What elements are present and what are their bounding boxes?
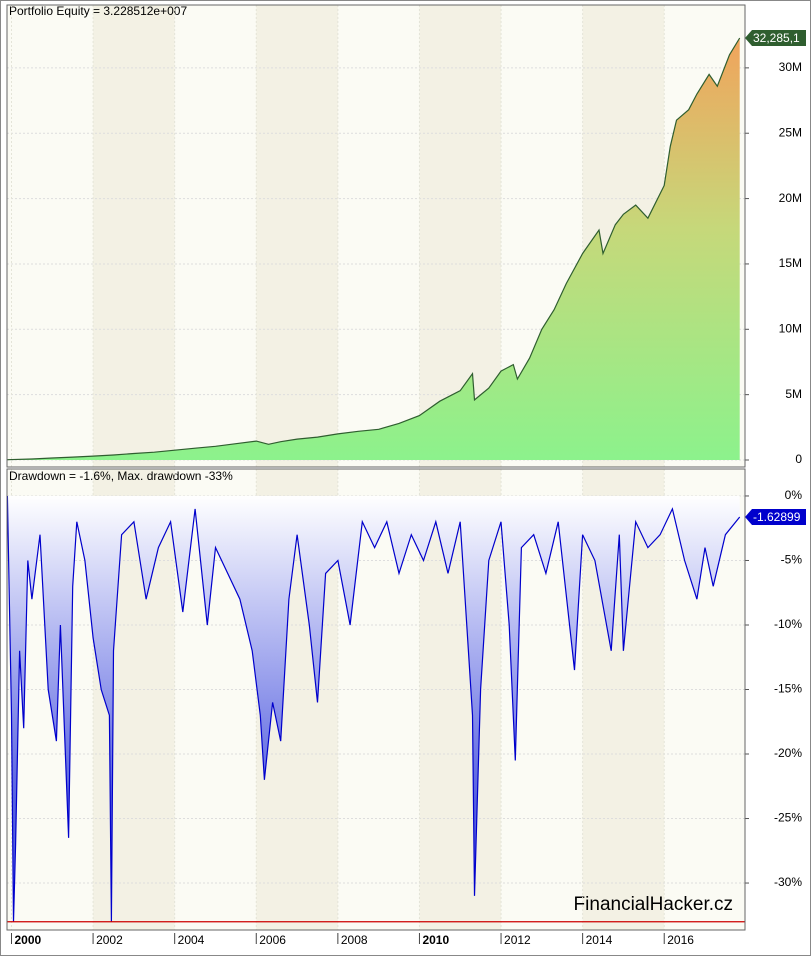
panel-title: Drawdown = -1.6%, Max. drawdown -33% — [9, 469, 233, 483]
y-tick-label: -5% — [781, 553, 803, 567]
x-tick-label: 2002 — [96, 933, 123, 947]
y-tick-label: 10M — [779, 321, 802, 335]
y-tick-label: 25M — [779, 125, 802, 139]
y-tick-label: 20M — [779, 191, 802, 205]
value-tag — [745, 508, 806, 525]
y-tick-label: -30% — [774, 875, 802, 889]
value-tag-label: -1.62899 — [753, 510, 801, 524]
x-tick-label: 2016 — [667, 933, 694, 947]
x-tick-label: 2008 — [341, 933, 368, 947]
x-tick-label: 2014 — [586, 933, 613, 947]
series-line — [6, 495, 741, 922]
x-tick-label: 2004 — [178, 933, 205, 947]
y-tick-label: 30M — [779, 60, 802, 74]
y-tick-label: -25% — [774, 811, 802, 825]
y-tick-label: 0 — [795, 452, 802, 466]
y-tick-label: 5M — [785, 387, 802, 401]
value-tag-label: 32,285,1 — [753, 31, 800, 45]
x-tick-label: 2006 — [259, 933, 286, 947]
series-line — [7, 37, 741, 461]
year-band — [93, 5, 175, 467]
year-band — [256, 5, 338, 467]
panel-border — [6, 4, 746, 468]
x-tick-label: 2012 — [504, 933, 531, 947]
x-tick-label: 2010 — [422, 933, 449, 947]
y-tick-label: -10% — [774, 617, 802, 631]
y-tick-label: -15% — [774, 682, 802, 696]
area-fill — [7, 38, 740, 461]
y-tick-label: 15M — [779, 256, 802, 270]
panel-border — [6, 468, 746, 931]
value-tag — [745, 30, 806, 47]
x-tick-label: 2000 — [14, 933, 41, 947]
y-tick-label: 0% — [785, 488, 803, 502]
y-tick-label: -20% — [774, 746, 802, 760]
watermark: FinancialHacker.cz — [574, 894, 733, 915]
panel-title: Portfolio Equity = 3.228512e+007 — [9, 4, 187, 18]
